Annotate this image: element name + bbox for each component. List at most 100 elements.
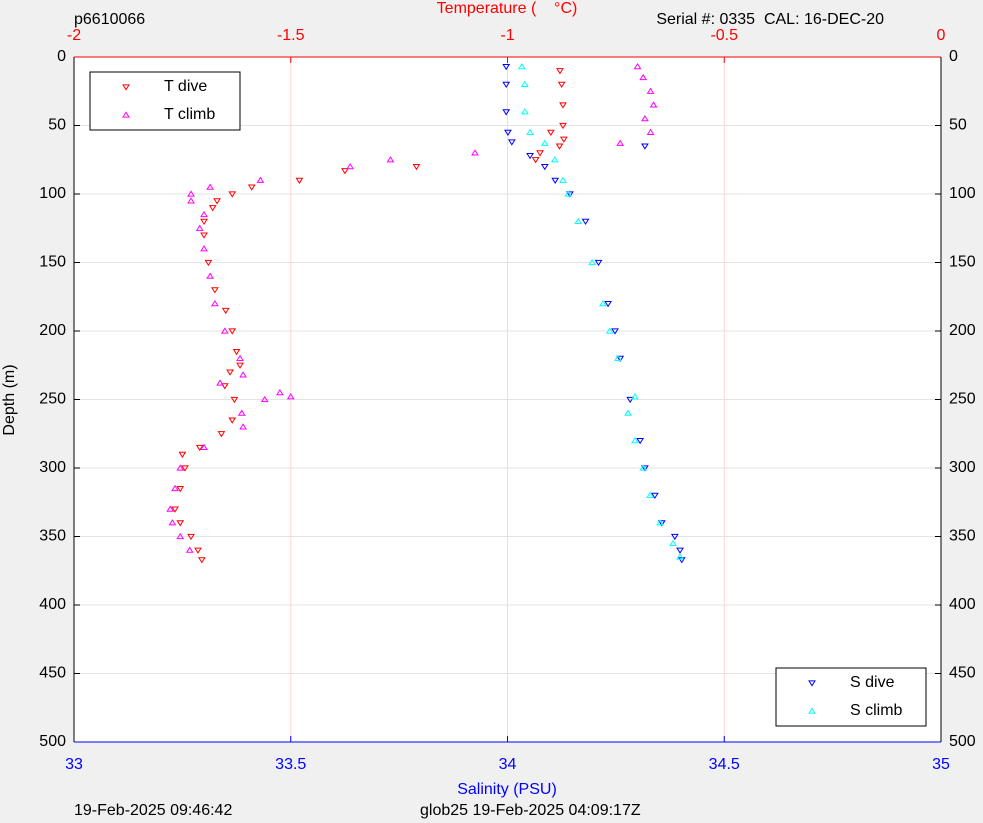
- point: [559, 102, 567, 109]
- y-tick-label: 50: [48, 117, 66, 134]
- footer-left: 19-Feb-2025 09:46:42: [74, 802, 232, 819]
- y-tick-label: 400: [39, 596, 66, 613]
- point: [507, 139, 516, 146]
- point: [247, 184, 256, 191]
- y-tick-label: 100: [39, 185, 66, 202]
- x-tick-label: 35: [932, 756, 950, 773]
- point: [200, 218, 208, 226]
- point: [236, 362, 244, 369]
- y-right-tick-label: 250: [949, 391, 976, 408]
- y-right-tick-label: 350: [949, 528, 976, 545]
- legend-marker: [808, 707, 816, 714]
- x-tick-label: 34: [499, 756, 517, 773]
- point: [228, 328, 237, 335]
- point: [204, 259, 213, 267]
- point: [195, 224, 204, 231]
- y-axis-label: Depth (m): [1, 364, 18, 435]
- x2-tick-label: -1.5: [277, 27, 305, 44]
- point: [213, 198, 221, 205]
- point: [631, 393, 639, 400]
- point: [649, 101, 658, 108]
- point: [616, 139, 625, 146]
- point: [176, 532, 185, 540]
- point: [646, 491, 655, 498]
- point: [526, 153, 534, 160]
- point: [633, 62, 642, 70]
- point: [195, 444, 204, 452]
- point: [181, 465, 189, 472]
- y-right-tick-label: 200: [949, 322, 976, 339]
- point: [581, 218, 590, 226]
- point: [517, 62, 526, 70]
- y-tick-label: 450: [39, 665, 66, 682]
- point: [210, 287, 219, 294]
- point: [346, 162, 355, 170]
- point: [176, 520, 185, 527]
- point: [221, 307, 230, 315]
- point: [194, 547, 202, 554]
- point: [185, 546, 194, 553]
- point: [239, 371, 247, 378]
- top-left-text: p6610066: [74, 11, 145, 28]
- point: [228, 417, 237, 424]
- point: [588, 258, 596, 266]
- point: [551, 177, 560, 184]
- point: [559, 122, 567, 130]
- point: [636, 438, 645, 445]
- point: [502, 81, 511, 89]
- point: [540, 164, 549, 171]
- point: [341, 168, 349, 175]
- point: [555, 143, 564, 150]
- point: [502, 109, 511, 116]
- point: [208, 205, 217, 212]
- y-tick-label: 150: [39, 254, 66, 271]
- x-tick-label: 34.5: [709, 756, 740, 773]
- y-right-tick-label: 500: [949, 733, 976, 750]
- point: [624, 409, 632, 416]
- point: [639, 73, 648, 81]
- point: [611, 328, 619, 335]
- legend-label: S climb: [850, 702, 903, 719]
- point: [646, 87, 655, 94]
- y-right-tick-label: 400: [949, 596, 976, 613]
- point: [641, 143, 649, 150]
- y-right-tick-label: 450: [949, 665, 976, 682]
- point: [276, 389, 284, 396]
- point: [594, 259, 603, 267]
- point: [206, 272, 215, 279]
- point: [230, 396, 239, 404]
- point: [168, 519, 177, 526]
- point: [232, 348, 241, 356]
- y-tick-label: 300: [39, 459, 66, 476]
- point: [502, 63, 511, 71]
- x2-tick-label: 0: [937, 27, 946, 44]
- point: [676, 547, 684, 554]
- x-axis-label: Salinity (PSU): [457, 781, 557, 798]
- point: [200, 210, 208, 218]
- point: [239, 423, 247, 430]
- point: [256, 176, 265, 183]
- point: [616, 355, 625, 363]
- y-right-tick-label: 100: [949, 185, 976, 202]
- point: [669, 539, 677, 546]
- point: [641, 465, 649, 472]
- legend-box: [775, 667, 927, 727]
- point: [631, 436, 639, 444]
- legend-label: T dive: [164, 78, 207, 95]
- y-right-tick-label: 0: [949, 48, 958, 65]
- y-tick-label: 200: [39, 322, 66, 339]
- point: [178, 451, 187, 458]
- point: [650, 492, 659, 500]
- point: [200, 443, 208, 451]
- point: [471, 149, 479, 156]
- legend-label: T climb: [164, 106, 215, 123]
- point: [598, 299, 607, 307]
- legend-box: [89, 71, 241, 131]
- x-tick-label: 33: [65, 756, 83, 773]
- y-tick-label: 500: [39, 733, 66, 750]
- point: [566, 191, 574, 198]
- footer-right: glob25 19-Feb-2025 04:09:17Z: [420, 802, 641, 819]
- point: [197, 557, 206, 564]
- point: [216, 379, 224, 386]
